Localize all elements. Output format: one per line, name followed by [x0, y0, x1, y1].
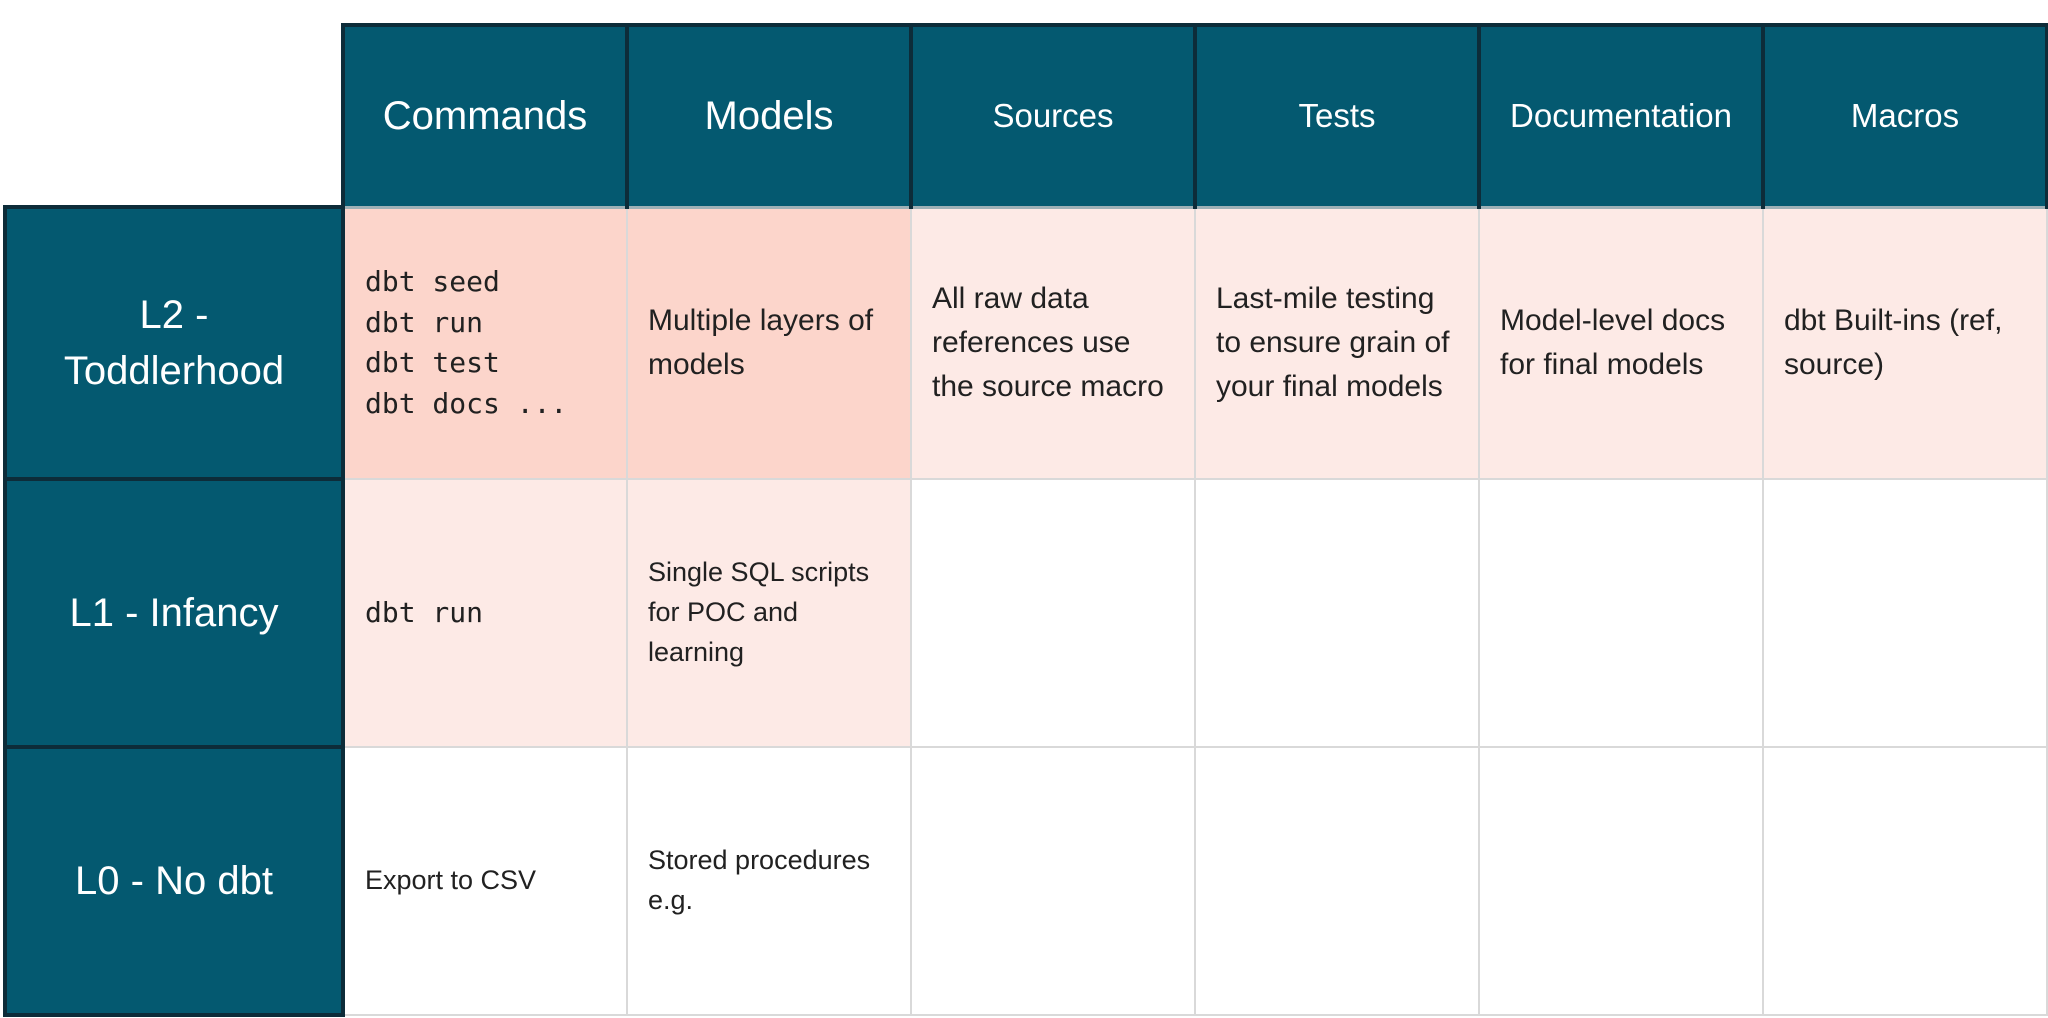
column-header-documentation: Documentation: [1477, 23, 1765, 209]
dbt-maturity-table: Commands Models Sources Tests Documentat…: [3, 23, 2048, 1017]
cell-l2-sources: All raw data references use the source m…: [910, 206, 1196, 480]
cell-l0-commands: Export to CSV: [342, 746, 628, 1016]
column-header-tests: Tests: [1193, 23, 1481, 209]
row-l2-toddlerhood: L2 - Toddlerhood dbt seed dbt run dbt te…: [3, 205, 2048, 481]
row-l1-infancy: L1 - Infancy dbt run Single SQL scripts …: [3, 477, 2048, 749]
column-header-macros: Macros: [1761, 23, 2048, 209]
cell-l1-sources: [910, 478, 1196, 748]
cell-l1-tests: [1194, 478, 1480, 748]
cell-l2-macros: dbt Built-ins (ref, source): [1762, 206, 2048, 480]
column-header-sources: Sources: [909, 23, 1197, 209]
cell-l1-documentation: [1478, 478, 1764, 748]
cell-l2-tests: Last-mile testing to ensure grain of you…: [1194, 206, 1480, 480]
cell-l1-commands: dbt run: [342, 478, 628, 748]
row-header-l0: L0 - No dbt: [3, 745, 345, 1017]
cell-l2-commands: dbt seed dbt run dbt test dbt docs ...: [342, 206, 628, 480]
cell-l0-tests: [1194, 746, 1480, 1016]
column-header-commands: Commands: [341, 23, 629, 209]
cell-l0-documentation: [1478, 746, 1764, 1016]
cell-l2-models: Multiple layers of models: [626, 206, 912, 480]
cell-l0-sources: [910, 746, 1196, 1016]
cell-l1-macros: [1762, 478, 2048, 748]
row-header-l1: L1 - Infancy: [3, 477, 345, 749]
cell-l1-models: Single SQL scripts for POC and learning: [626, 478, 912, 748]
header-row: Commands Models Sources Tests Documentat…: [5, 23, 2048, 209]
cell-l0-macros: [1762, 746, 2048, 1016]
corner-cell: [5, 25, 343, 207]
column-header-models: Models: [625, 23, 913, 209]
row-header-l2: L2 - Toddlerhood: [3, 205, 345, 481]
row-l0-no-dbt: L0 - No dbt Export to CSV Stored procedu…: [3, 745, 2048, 1017]
cell-l0-models: Stored procedures e.g.: [626, 746, 912, 1016]
cell-l2-documentation: Model-level docs for final models: [1478, 206, 1764, 480]
